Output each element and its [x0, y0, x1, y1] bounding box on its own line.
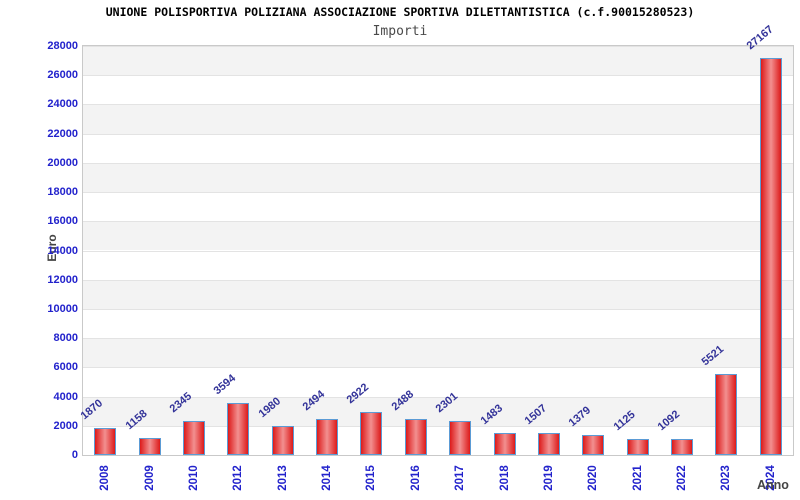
y-tick-label: 22000 [47, 127, 78, 140]
bar-2021 [626, 438, 649, 455]
bar-2013 [271, 426, 294, 455]
x-tick-label: 2017 [454, 465, 467, 491]
grid-band [83, 279, 793, 309]
grid-band [83, 133, 793, 163]
bar-2014 [316, 418, 339, 455]
grid-band [83, 308, 793, 339]
bar-2024 [759, 58, 782, 455]
x-tick-label: 2016 [409, 465, 422, 491]
grid-band [83, 192, 793, 222]
x-tick-label: 2012 [232, 465, 245, 491]
y-tick-label: 20000 [47, 156, 78, 169]
bar-2015 [360, 412, 383, 455]
grid-band [83, 367, 793, 397]
x-tick-label: 2023 [720, 465, 733, 491]
bar-2016 [404, 418, 427, 455]
x-tick-label: 2008 [99, 465, 112, 491]
bar-2009 [138, 438, 161, 455]
grid-band [83, 162, 793, 193]
bar-2012 [227, 402, 250, 455]
plot-area: 1870 1158 2345 3594 1980 2494 2922 2488 2301 1483… [79, 24, 794, 456]
x-tick-label: 2022 [676, 465, 689, 491]
bar-2020 [582, 434, 605, 455]
x-tick-label: 2013 [276, 465, 289, 491]
x-tick-label: 2021 [631, 465, 644, 491]
y-tick-label: 18000 [47, 186, 78, 199]
x-tick-label: 2020 [587, 465, 600, 491]
grid-band [83, 46, 793, 76]
bar-2010 [182, 420, 205, 455]
grid-band [83, 104, 793, 134]
chart-title: UNIONE POLISPORTIVA POLIZIANA ASSOCIAZIO… [105, 5, 695, 19]
bar-2018 [493, 433, 516, 455]
y-tick-label: 8000 [53, 332, 78, 345]
bar-2023 [715, 374, 738, 455]
x-tick-label: 2009 [143, 465, 156, 491]
bar-2022 [671, 439, 694, 455]
y-tick-label: 26000 [47, 69, 78, 82]
x-axis-title: Anno [757, 478, 789, 492]
x-tick-label: 2018 [498, 465, 511, 491]
x-tick-label: 2019 [542, 465, 555, 491]
y-tick-label: 16000 [47, 215, 78, 228]
grid-band [83, 221, 793, 251]
y-tick-label: 6000 [53, 361, 78, 374]
bar-2017 [449, 421, 472, 455]
y-tick-label: 4000 [53, 390, 78, 403]
grid-band [83, 75, 793, 105]
x-tick-label: 2015 [365, 465, 378, 491]
chart-subtitle: Importi [372, 24, 428, 39]
y-tick-label: 14000 [47, 244, 78, 257]
grid-band [83, 250, 793, 280]
y-tick-label: 28000 [47, 40, 78, 52]
grid-band [83, 338, 793, 368]
y-tick-label: 2000 [53, 419, 78, 432]
x-tick-label: 2014 [321, 465, 334, 491]
x-tick-label: 2010 [187, 465, 200, 491]
bar-2008 [94, 427, 117, 455]
y-tick-label: 12000 [47, 273, 78, 286]
y-tick-label: 0 [71, 449, 78, 461]
bar-2019 [537, 433, 560, 455]
y-tick-label: 10000 [47, 302, 78, 315]
y-tick-label: 24000 [47, 98, 78, 111]
